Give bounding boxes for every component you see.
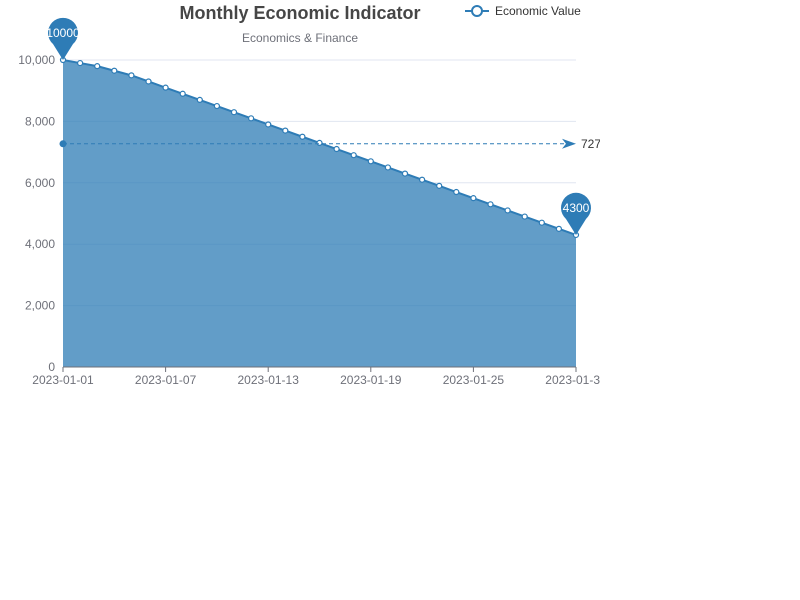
y-tick-label: 4,000 xyxy=(25,237,55,251)
data-point xyxy=(282,127,289,134)
y-tick-label: 2,000 xyxy=(25,299,55,313)
x-tick-label: 2023-01-13 xyxy=(238,373,300,387)
data-point xyxy=(487,201,494,208)
data-point xyxy=(470,195,477,202)
data-point xyxy=(179,90,186,97)
mark-line-label: 727 xyxy=(581,137,600,151)
y-tick-label: 8,000 xyxy=(25,114,55,128)
series-area xyxy=(63,60,576,367)
y-tick-label: 6,000 xyxy=(25,176,55,190)
data-point xyxy=(111,67,118,74)
data-point xyxy=(128,72,135,79)
chart-title: Monthly Economic Indicator xyxy=(179,3,420,23)
data-point xyxy=(538,219,545,226)
series-area-layer xyxy=(62,59,577,367)
x-tick-label: 2023-01-01 xyxy=(32,373,94,387)
data-point xyxy=(230,109,238,116)
axes: 0 2,000 4,000 6,000 8,000 10,000 2023-01-01 202… xyxy=(18,53,600,387)
pin-label: 4300 xyxy=(563,201,590,215)
data-point xyxy=(419,176,426,183)
legend-label: Economic Value xyxy=(495,4,581,18)
pin-shape-icon xyxy=(561,192,591,235)
data-point xyxy=(76,59,84,67)
data-point xyxy=(453,188,460,196)
area-chart: Monthly Economic Indicator Economics & F… xyxy=(18,3,600,387)
x-tick-label: 2023-01-07 xyxy=(135,373,197,387)
data-point xyxy=(265,121,272,128)
data-point xyxy=(384,164,391,171)
data-point xyxy=(333,145,340,153)
x-tick-label: 2023-01-19 xyxy=(340,373,402,387)
data-points xyxy=(59,56,580,239)
mark-points: 10000 4300 xyxy=(46,17,591,235)
y-tick-label: 0 xyxy=(48,360,55,374)
pin-label: 10000 xyxy=(46,26,80,40)
pin-shape-icon xyxy=(48,17,79,61)
mark-point-pin: 4300 xyxy=(561,192,591,235)
legend-marker-icon xyxy=(471,5,483,17)
mark-point-pin: 10000 xyxy=(46,17,80,61)
mark-line: 727 xyxy=(59,137,600,151)
data-point xyxy=(350,152,357,159)
x-tick-label: 2023-01-31 xyxy=(545,373,600,387)
data-point xyxy=(299,133,306,140)
chart-subtitle: Economics & Finance xyxy=(242,31,358,45)
data-point xyxy=(504,207,511,214)
data-point xyxy=(436,182,443,189)
y-tick-label: 10,000 xyxy=(18,53,55,67)
data-point xyxy=(196,96,203,104)
data-point xyxy=(316,139,323,146)
data-point xyxy=(521,213,528,220)
legend[interactable]: Economic Value xyxy=(465,4,581,18)
mark-line-arrow-icon xyxy=(562,138,576,149)
data-point xyxy=(248,115,255,122)
data-point xyxy=(555,225,563,232)
data-point xyxy=(367,158,374,165)
data-point xyxy=(401,170,409,177)
data-point xyxy=(145,78,152,85)
x-tick-label: 2023-01-25 xyxy=(443,373,505,387)
data-point xyxy=(94,63,101,70)
data-point xyxy=(162,84,169,91)
chart-container: Monthly Economic Indicator Economics & F… xyxy=(18,3,600,387)
data-point xyxy=(213,102,220,110)
